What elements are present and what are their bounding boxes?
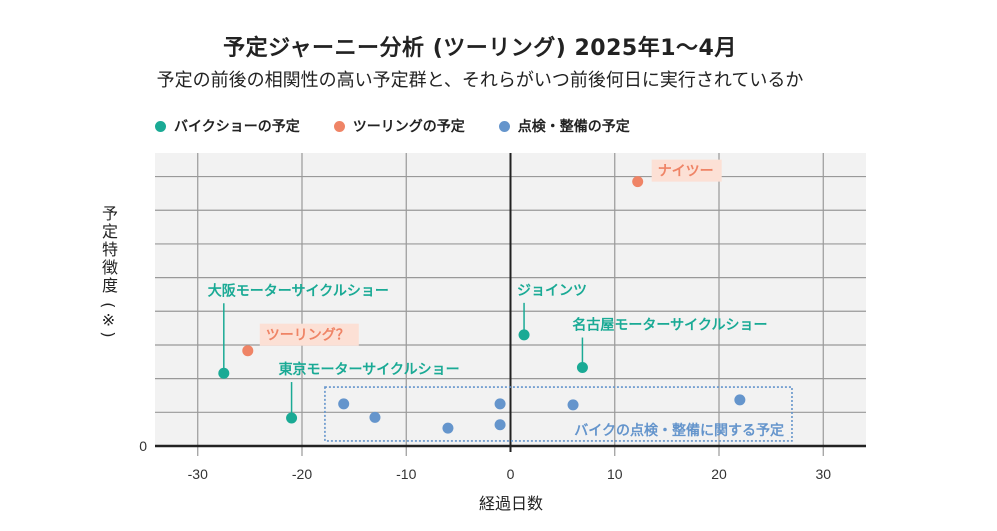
x-axis-label: 経過日数 (478, 494, 543, 513)
x-tick-label: 30 (815, 466, 831, 482)
data-point-series-0 (518, 329, 530, 341)
legend-marker-icon (333, 120, 345, 132)
data-point-series-1 (242, 345, 254, 357)
chart-subtitle: 予定の前後の相関性の高い予定群と、それらがいつ前後何日に実行されているか (156, 70, 804, 91)
data-point-series-2 (442, 422, 454, 434)
annotation-label: 大阪モーターサイクルショー (208, 282, 389, 299)
data-point-series-2 (494, 419, 506, 431)
annotation-label: 東京モーターサイクルショー (279, 361, 460, 378)
legend-item-maintenance: 点検・整備の予定 (498, 116, 630, 136)
group-box-label: バイクの点検・整備に関する予定 (574, 422, 784, 439)
x-tick-label: 10 (607, 466, 623, 482)
x-tick-label: 20 (711, 466, 727, 482)
group-box (324, 386, 793, 442)
data-point-series-2 (567, 399, 579, 411)
x-tick-label: -30 (188, 466, 208, 482)
data-point-series-0 (286, 412, 298, 424)
x-tick-label: -20 (292, 466, 312, 482)
data-point-series-2 (369, 411, 381, 423)
legend-marker-icon (498, 120, 510, 132)
annotation-highlight (651, 159, 722, 182)
y-tick-label: 0 (139, 438, 147, 454)
data-point-series-0 (218, 367, 230, 379)
chart-title: 予定ジャーニー分析 (ツーリング) 2025年1〜4月 (223, 36, 737, 61)
legend-item-bike-show: バイクショーの予定 (155, 116, 300, 136)
legend-item-touring: ツーリングの予定 (333, 116, 465, 136)
legend: バイクショーの予定 ツーリングの予定 点検・整備の予定 (155, 116, 630, 136)
legend-label: ツーリングの予定 (352, 119, 465, 135)
x-tick-label: -10 (396, 466, 416, 482)
annotation-highlight (259, 323, 359, 346)
data-point-series-0 (576, 362, 588, 374)
annotation-label: 名古屋モーターサイクルショー (572, 317, 767, 334)
annotation-label: ジョインツ (517, 283, 587, 299)
data-point-series-2 (494, 398, 506, 410)
y-axis-label: 予定特徴度 (※) (99, 205, 118, 340)
data-point-series-2 (734, 394, 746, 406)
legend-label: バイクショーの予定 (174, 119, 300, 135)
annotation-label: ナイツー (658, 164, 714, 180)
data-point-series-2 (338, 398, 350, 410)
data-point-series-1 (632, 176, 644, 188)
legend-marker-icon (155, 120, 166, 132)
annotation-label: ツーリング？ (266, 327, 350, 344)
legend-label: 点検・整備の予定 (517, 119, 630, 135)
x-tick-label: 0 (507, 466, 515, 482)
